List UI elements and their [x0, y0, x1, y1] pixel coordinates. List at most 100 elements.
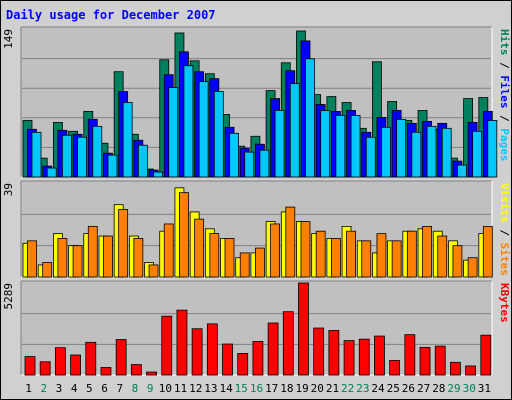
max-label: 149 [2, 29, 15, 49]
bar-pages-day-20 [320, 110, 331, 178]
day-label-15: 15 [235, 382, 248, 395]
bar-pages-day-12 [198, 81, 209, 178]
bar-sites-day-2 [42, 262, 53, 278]
legend: Visits / Sites [498, 183, 511, 276]
bar-sites-day-22 [346, 230, 356, 278]
day-label-10: 10 [159, 382, 172, 395]
bar-kbytes-day-30 [465, 365, 477, 376]
day-label-21: 21 [326, 382, 339, 395]
bar-kbytes-day-1 [24, 356, 36, 376]
bar-sites-day-4 [72, 245, 83, 278]
bar-pages-day-29 [457, 164, 467, 178]
bar-sites-day-6 [103, 235, 113, 278]
bar-pages-day-28 [441, 127, 452, 178]
bar-sites-day-27 [422, 225, 432, 278]
bar-pages-day-6 [107, 154, 118, 178]
legend-item-files: Files [498, 75, 511, 108]
bar-sites-day-8 [133, 238, 144, 278]
bar-pages-day-26 [411, 131, 422, 178]
legend-separator: / [498, 109, 511, 129]
bar-pages-day-18 [289, 83, 300, 178]
bar-kbytes-day-17 [267, 322, 279, 376]
bar-sites-day-29 [452, 245, 463, 278]
bar-kbytes-day-6 [100, 367, 112, 376]
bar-pages-day-9 [153, 171, 163, 178]
day-label-5: 5 [86, 382, 93, 395]
bar-sites-day-26 [406, 230, 417, 278]
bar-pages-day-7 [122, 102, 133, 178]
bar-sites-day-28 [437, 235, 448, 278]
bar-pages-day-10 [168, 87, 179, 178]
bar-kbytes-day-19 [298, 282, 309, 376]
day-label-26: 26 [402, 382, 415, 395]
bar-sites-day-16 [255, 247, 265, 278]
day-label-17: 17 [265, 382, 278, 395]
bar-sites-day-13 [209, 233, 220, 278]
legend: Hits / Files / Pages [498, 29, 511, 162]
bar-pages-day-23 [365, 136, 376, 178]
bar-pages-day-3 [61, 134, 72, 178]
legend-item-hits: Hits [498, 29, 511, 56]
bar-kbytes-day-20 [313, 327, 325, 376]
day-label-29: 29 [447, 382, 460, 395]
bar-sites-day-23 [361, 240, 372, 278]
bar-pages-day-19 [305, 58, 315, 178]
day-label-4: 4 [71, 382, 78, 395]
bar-sites-day-3 [57, 238, 68, 278]
bar-kbytes-day-27 [419, 346, 431, 376]
bar-pages-day-22 [350, 115, 361, 178]
bar-pages-day-4 [77, 136, 87, 178]
bar-sites-day-1 [27, 240, 37, 278]
bar-kbytes-day-28 [434, 345, 446, 376]
day-label-30: 30 [463, 382, 476, 395]
panel-hits-files-pages: 149 Hits / Files / Pages [2, 26, 511, 178]
bar-kbytes-day-24 [374, 335, 385, 376]
bar-kbytes-day-10 [161, 315, 173, 376]
bar-kbytes-day-7 [115, 339, 127, 376]
panel-visits-sites: 39 Visits / Sites [2, 180, 511, 278]
day-label-7: 7 [116, 382, 123, 395]
bar-sites-day-7 [118, 209, 129, 278]
day-label-22: 22 [341, 382, 354, 395]
bar-kbytes-day-14 [222, 343, 233, 376]
bar-kbytes-day-26 [404, 334, 416, 376]
bar-pages-day-16 [259, 149, 270, 178]
bar-sites-day-19 [300, 221, 311, 278]
bar-sites-day-10 [163, 223, 174, 278]
bar-sites-day-9 [148, 264, 159, 278]
legend-item-sites: Sites [498, 243, 511, 276]
bar-kbytes-day-29 [450, 361, 461, 376]
bar-kbytes-day-23 [358, 338, 370, 376]
bar-pages-day-13 [213, 91, 224, 178]
day-label-1: 1 [25, 382, 32, 395]
bar-sites-day-30 [467, 257, 478, 278]
bar-sites-day-14 [224, 238, 235, 278]
day-label-12: 12 [189, 382, 202, 395]
max-label: 39 [2, 183, 15, 196]
bar-pages-day-27 [426, 125, 437, 178]
day-label-14: 14 [219, 382, 233, 395]
day-label-13: 13 [204, 382, 217, 395]
day-label-24: 24 [371, 382, 385, 395]
day-label-19: 19 [295, 382, 308, 395]
day-label-2: 2 [40, 382, 47, 395]
day-label-8: 8 [132, 382, 139, 395]
bar-pages-day-14 [229, 132, 239, 178]
bar-kbytes-day-31 [480, 334, 492, 376]
bar-sites-day-15 [239, 252, 250, 278]
bar-pages-day-17 [274, 110, 285, 178]
bar-kbytes-day-11 [176, 309, 188, 376]
bar-sites-day-12 [194, 218, 205, 278]
bar-pages-day-1 [31, 131, 42, 178]
bar-kbytes-day-13 [206, 323, 218, 376]
chart-title: Daily usage for December 2007 [6, 8, 216, 22]
bar-kbytes-day-25 [389, 359, 401, 376]
day-label-23: 23 [356, 382, 369, 395]
bar-kbytes-day-8 [130, 364, 142, 376]
max-label: 5289 [2, 283, 15, 310]
bar-pages-day-31 [487, 119, 498, 178]
bar-sites-day-18 [285, 206, 296, 278]
bar-kbytes-day-15 [237, 353, 249, 376]
day-label-3: 3 [56, 382, 63, 395]
